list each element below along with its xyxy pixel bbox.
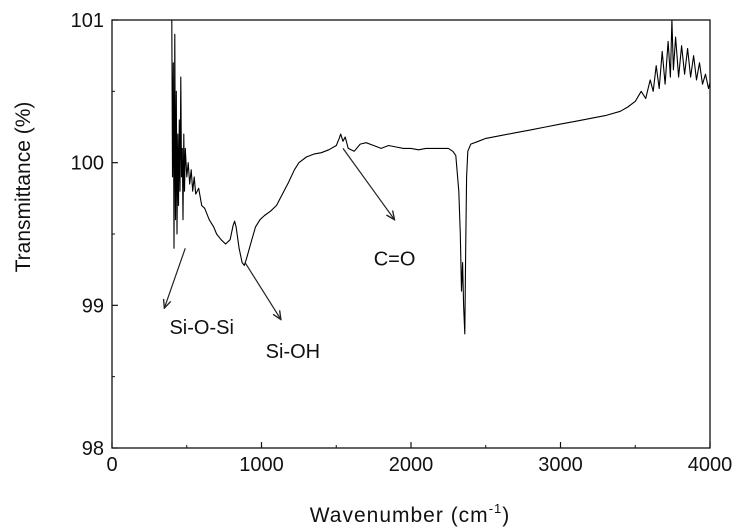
- x-axis-ticks: 0 1000 2000 3000 4000: [106, 442, 732, 476]
- plot-frame: [111, 19, 711, 449]
- y-axis-title: Transmittance (%): [12, 102, 35, 273]
- annotation-arrow: [244, 262, 281, 320]
- x-axis-title-close: ): [502, 504, 510, 527]
- series-group: [171, 19, 711, 335]
- y-axis-ticks: 98 99 100 101: [71, 10, 118, 460]
- x-tick-label: 1000: [239, 454, 284, 476]
- x-tick-label: 0: [106, 454, 117, 476]
- y-tick-label: 99: [82, 295, 104, 317]
- annotation-arrow: [164, 248, 186, 308]
- annotations: Si-O-Si Si-OH C=O: [164, 148, 415, 363]
- spectrum-line: [171, 19, 711, 335]
- plot-frame-rect: [111, 19, 711, 449]
- annotation-label: Si-O-Si: [169, 317, 233, 339]
- x-axis-title-sup: -1: [489, 501, 503, 516]
- y-tick-label: 100: [71, 153, 104, 175]
- x-tick-label: 3000: [538, 454, 583, 476]
- annotation-label: Si-OH: [266, 341, 320, 363]
- x-tick-label: 2000: [389, 454, 434, 476]
- x-tick-label: 4000: [688, 454, 733, 476]
- x-axis-title: Wavenumber (cm-1): [310, 501, 511, 527]
- annotation-label: C=O: [374, 248, 416, 270]
- y-tick-label: 101: [71, 10, 104, 32]
- x-axis-title-main: Wavenumber (cm: [310, 504, 489, 527]
- y-tick-label: 98: [82, 438, 104, 460]
- annotation-arrow: [342, 148, 395, 219]
